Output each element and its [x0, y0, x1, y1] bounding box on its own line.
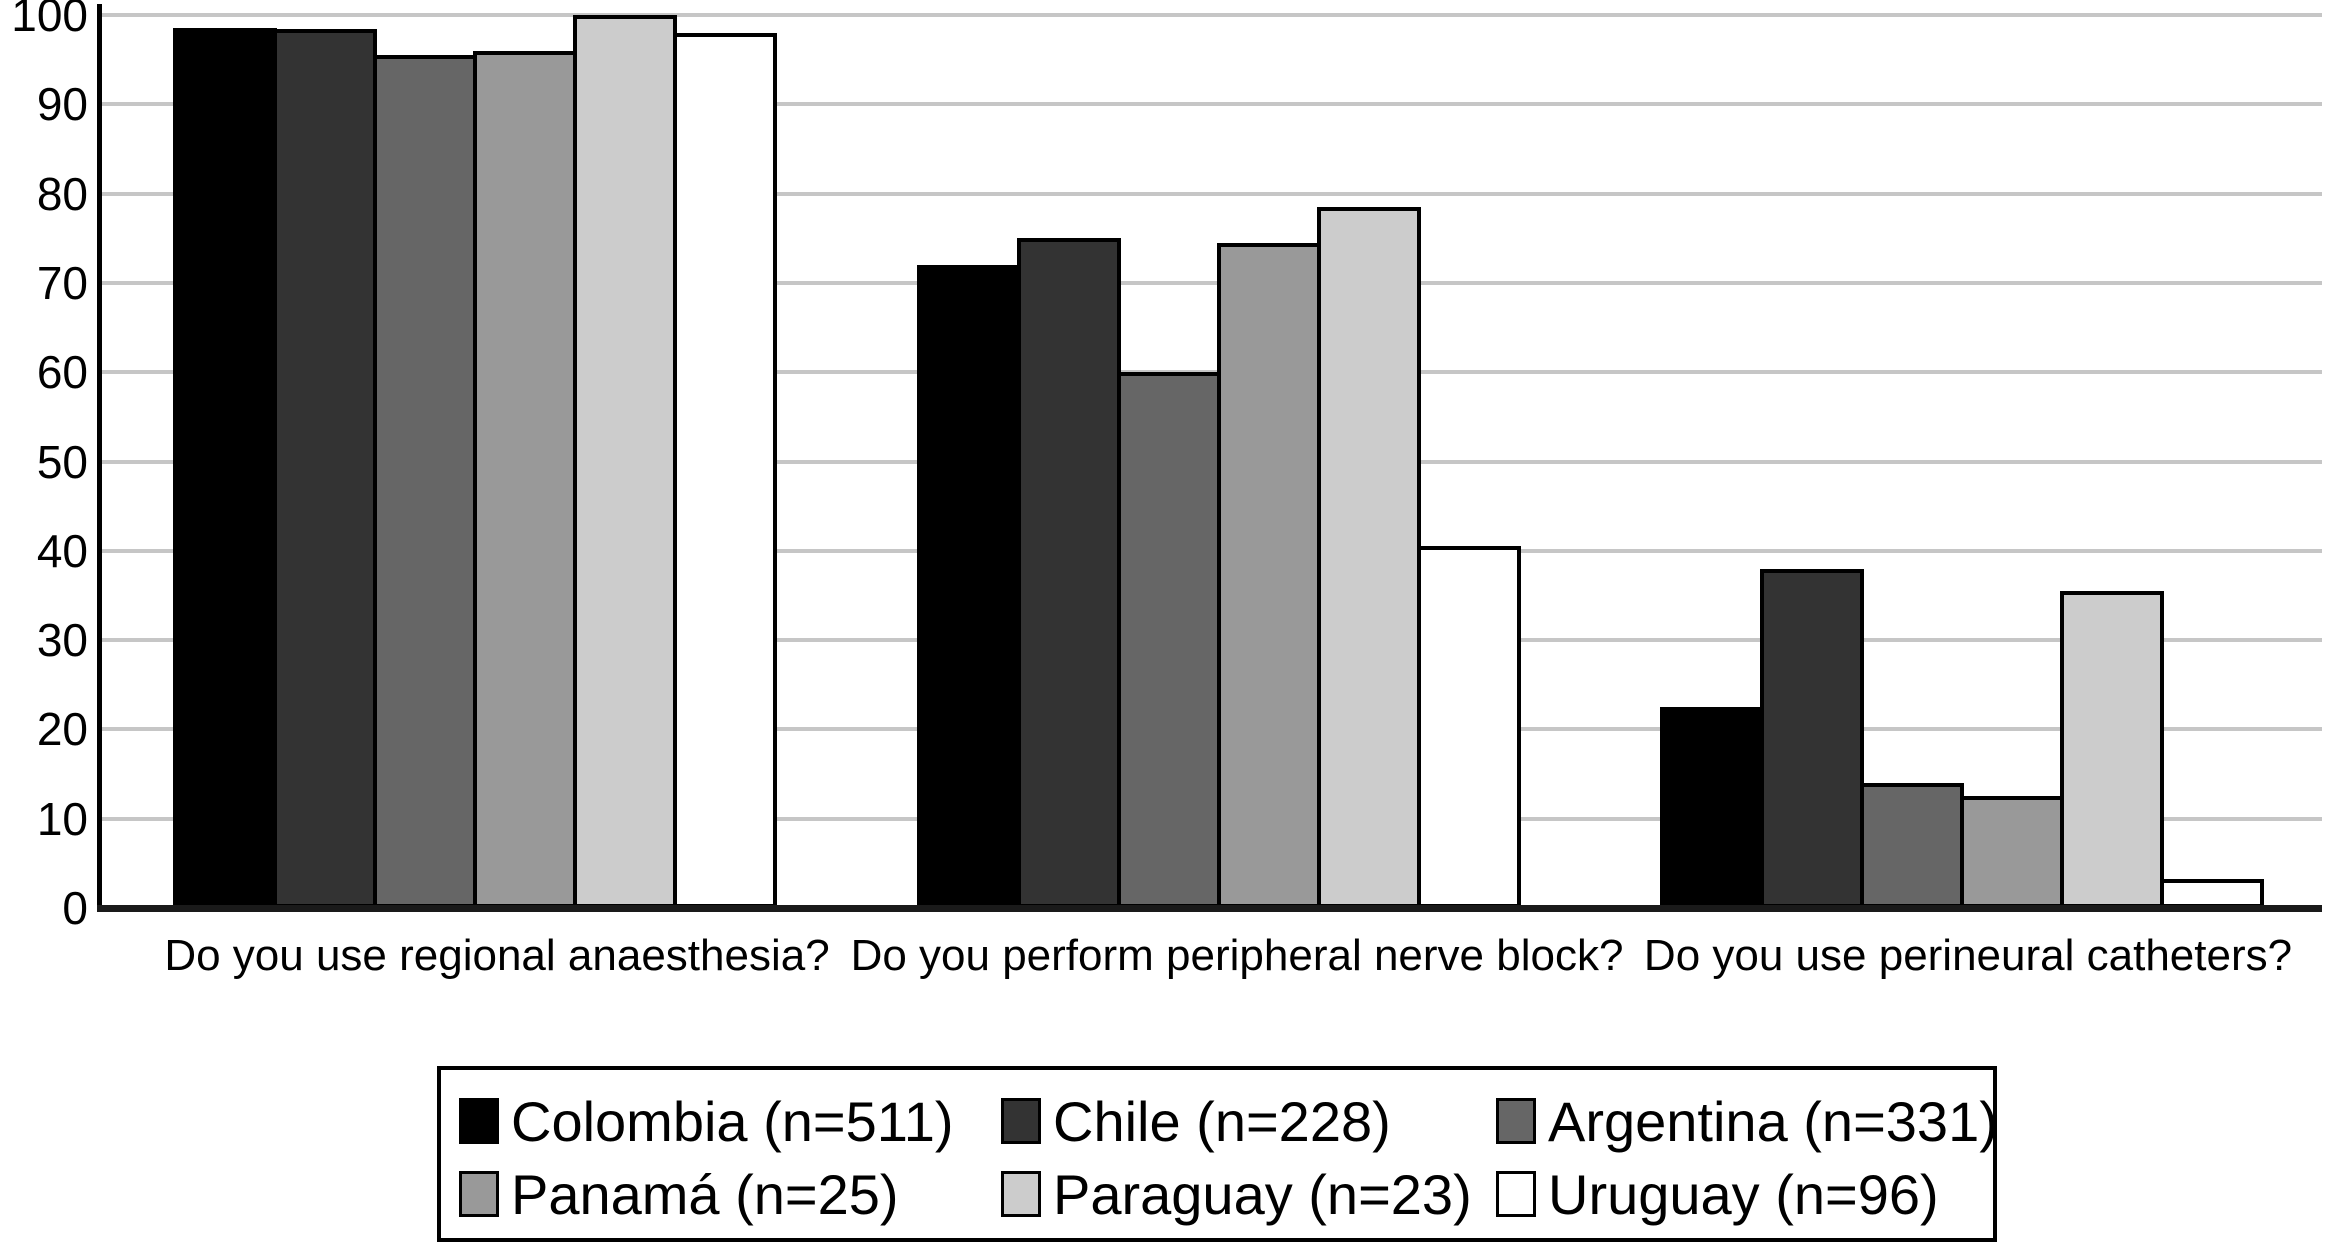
category-label-regional-anaesthesia: Do you use regional anaesthesia?	[164, 931, 830, 980]
bar-group1-colombia	[173, 28, 277, 908]
legend-swatch-argentina	[1496, 1098, 1536, 1144]
legend-swatch-colombia	[459, 1098, 499, 1144]
y-tick-label-40: 40	[36, 524, 88, 577]
y-tick-label-100: 100	[11, 0, 88, 41]
legend-label-paraguay: Paraguay (n=23)	[1053, 1162, 1472, 1226]
x-axis-line	[97, 905, 2322, 912]
bar-group1-paraguay	[573, 15, 677, 908]
bar-group3-argentina	[1860, 783, 1964, 908]
legend-item-paraguay: Paraguay (n=23)	[1001, 1163, 1472, 1226]
legend-label-chile: Chile (n=228)	[1053, 1089, 1391, 1153]
y-tick-label-90: 90	[36, 78, 88, 131]
legend-label-panama: Panamá (n=25)	[511, 1162, 899, 1226]
gridline-100	[102, 13, 2322, 17]
y-tick-label-50: 50	[36, 435, 88, 488]
legend-item-argentina: Argentina (n=331)	[1496, 1090, 1998, 1153]
bar-group3-panamá	[1960, 796, 2064, 908]
legend-label-colombia: Colombia (n=511)	[511, 1089, 954, 1153]
legend-item-colombia: Colombia (n=511)	[459, 1090, 954, 1153]
legend-item-chile: Chile (n=228)	[1001, 1090, 1391, 1153]
category-label-perineural-catheters: Do you use perineural catheters?	[1643, 931, 2293, 980]
gridline-80	[102, 191, 2322, 196]
bar-group1-chile	[273, 29, 377, 908]
y-tick-label-70: 70	[36, 256, 88, 309]
bar-group1-argentina	[373, 55, 477, 908]
y-tick-label-0: 0	[62, 882, 88, 934]
bar-group2-chile	[1017, 238, 1121, 908]
bar-group3-uruguay	[2160, 879, 2264, 908]
bar-group2-panamá	[1217, 243, 1321, 908]
legend-label-argentina: Argentina (n=331)	[1548, 1089, 1998, 1153]
bar-group2-uruguay	[1417, 546, 1521, 908]
legend-item-uruguay: Uruguay (n=96)	[1496, 1163, 1939, 1226]
bar-group3-chile	[1760, 569, 1864, 908]
y-tick-label-20: 20	[36, 703, 88, 756]
legend-swatch-paraguay	[1001, 1171, 1041, 1217]
y-tick-label-60: 60	[36, 346, 88, 399]
y-tick-label-80: 80	[36, 167, 88, 220]
bar-group3-paraguay	[2060, 591, 2164, 908]
legend-swatch-uruguay	[1496, 1171, 1536, 1217]
legend-swatch-panama	[459, 1171, 499, 1217]
legend: Colombia (n=511) Chile (n=228) Argentina…	[437, 1066, 1998, 1242]
bar-group2-argentina	[1117, 372, 1221, 908]
y-tick-label-10: 10	[36, 792, 88, 845]
gridline-90	[102, 102, 2322, 107]
bar-group2-colombia	[917, 265, 1021, 908]
legend-swatch-chile	[1001, 1098, 1041, 1144]
gridline-70	[102, 280, 2322, 285]
category-label-peripheral-nerve-block: Do you perform peripheral nerve block?	[850, 931, 1624, 980]
bar-group2-paraguay	[1317, 207, 1421, 908]
legend-label-uruguay: Uruguay (n=96)	[1548, 1162, 1939, 1226]
bar-group3-colombia	[1660, 707, 1764, 908]
legend-item-panama: Panamá (n=25)	[459, 1163, 899, 1226]
y-axis-line	[97, 4, 102, 912]
bar-group1-panamá	[473, 51, 577, 908]
y-tick-label-30: 30	[36, 614, 88, 667]
bar-group1-uruguay	[673, 33, 777, 908]
